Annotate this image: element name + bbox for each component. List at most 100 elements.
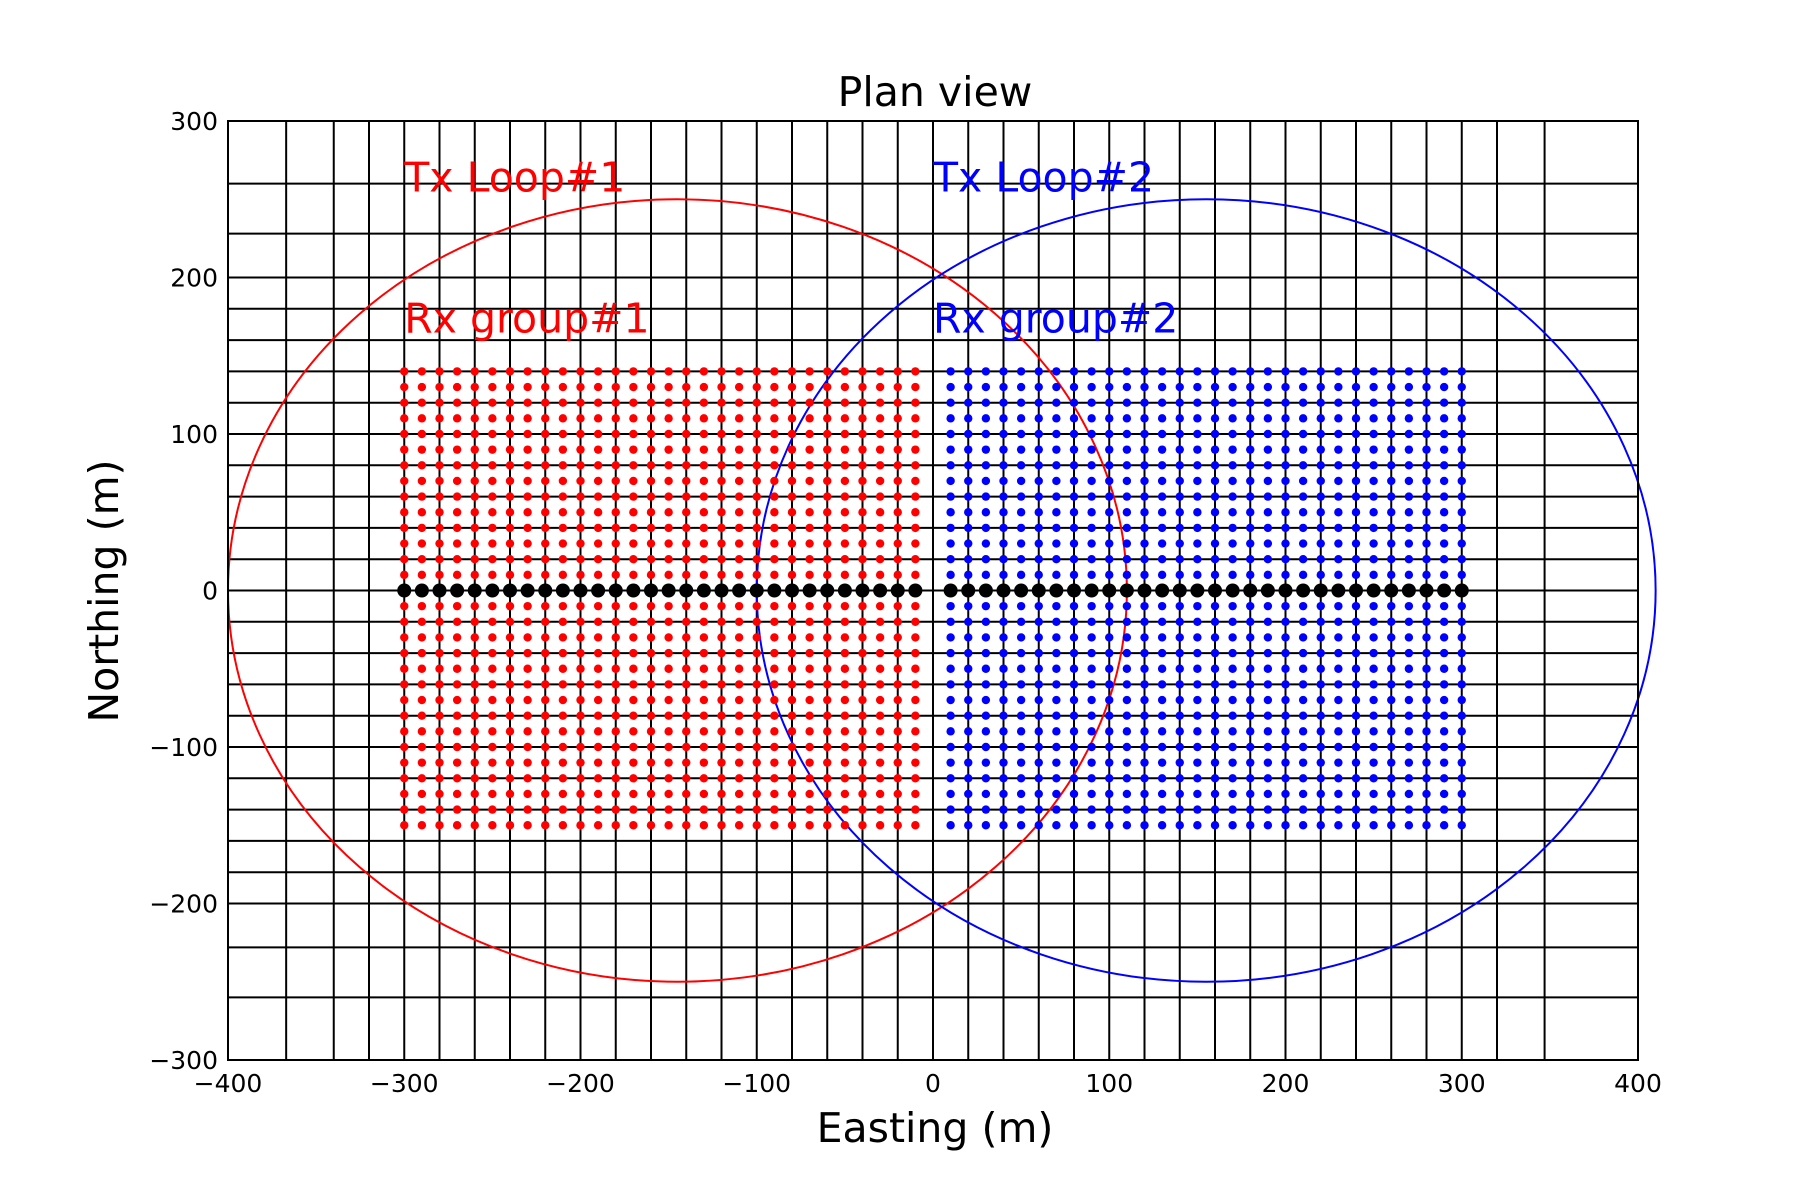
rx-point-group-2 [1439, 680, 1449, 689]
rx-point-group-2 [1316, 570, 1325, 580]
rx-point-group-1 [734, 695, 744, 705]
rx-point-group-1 [646, 601, 656, 611]
rx-point-group-1 [840, 414, 850, 423]
rx-point-group-2 [1422, 367, 1431, 376]
rx-point-group-1 [629, 711, 638, 720]
annotation-rx-group-1: Rx group#1 [404, 294, 649, 342]
rx-point-group-2 [964, 789, 973, 799]
rx-point-group-1 [734, 821, 744, 830]
rx-point-group-1 [452, 805, 462, 814]
rx-point-group-2 [1316, 508, 1325, 517]
rx-point-group-1 [717, 523, 726, 533]
x-tick-label: −200 [546, 1069, 615, 1098]
rx-point-group-1 [629, 367, 638, 376]
rx-point-group-1 [452, 429, 462, 439]
rx-point-group-1 [699, 774, 709, 783]
rx-point-group-2 [1298, 805, 1308, 814]
rx-point-group-2 [1439, 664, 1449, 673]
rx-point-group-1 [787, 695, 797, 705]
rx-point-group-1 [911, 695, 920, 705]
rx-point-group-1 [541, 508, 550, 517]
rx-point-group-2 [1334, 805, 1343, 814]
rx-point-group-2 [1351, 774, 1361, 783]
rx-point-group-1 [770, 508, 779, 517]
rx-point-group-1 [682, 742, 691, 752]
rx-point-group-2 [981, 617, 991, 626]
rx-point-group-1 [734, 774, 744, 783]
rx-point-group-2 [1016, 789, 1026, 799]
rx-point-group-1 [611, 555, 620, 564]
rx-point-group-2 [1157, 367, 1167, 376]
rx-point-group-2 [999, 555, 1008, 564]
profile-point [855, 583, 870, 598]
x-tick-label: −300 [370, 1069, 439, 1098]
rx-point-group-1 [523, 398, 532, 407]
rx-point-group-2 [1016, 445, 1026, 454]
rx-point-group-1 [505, 821, 515, 830]
rx-point-group-1 [452, 633, 462, 642]
rx-point-group-2 [1298, 523, 1308, 533]
rx-point-group-1 [875, 523, 885, 533]
rx-point-group-2 [1052, 758, 1061, 767]
rx-point-group-2 [981, 695, 991, 705]
rx-point-group-2 [1369, 680, 1378, 689]
rx-point-group-1 [858, 711, 867, 720]
rx-point-group-2 [1457, 789, 1466, 799]
rx-point-group-2 [1263, 789, 1273, 799]
rx-point-group-2 [1457, 742, 1466, 752]
rx-point-group-2 [1069, 633, 1079, 642]
rx-point-group-2 [1193, 805, 1202, 814]
rx-point-group-2 [1404, 758, 1414, 767]
rx-point-group-1 [717, 742, 726, 752]
rx-point-group-1 [717, 695, 726, 705]
rx-point-group-2 [1087, 695, 1096, 705]
rx-point-group-1 [470, 601, 479, 611]
rx-point-group-2 [1439, 570, 1449, 580]
rx-point-group-1 [699, 367, 709, 376]
rx-point-group-1 [893, 648, 902, 658]
rx-point-group-2 [1193, 461, 1202, 470]
rx-point-group-2 [1404, 774, 1414, 783]
rx-point-group-2 [1210, 508, 1220, 517]
rx-point-group-1 [664, 821, 673, 830]
rx-point-group-2 [1263, 429, 1273, 439]
profile-point [1067, 583, 1081, 598]
rx-point-group-1 [875, 805, 885, 814]
rx-point-group-2 [1281, 539, 1290, 548]
rx-point-group-1 [629, 555, 638, 564]
rx-point-group-2 [964, 821, 973, 830]
rx-point-group-2 [1105, 805, 1114, 814]
rx-point-group-2 [1457, 508, 1466, 517]
rx-point-group-2 [1175, 555, 1184, 564]
y-axis-title: Northing (m) [80, 459, 128, 722]
rx-point-group-1 [734, 429, 744, 439]
rx-point-group-1 [893, 742, 902, 752]
rx-point-group-2 [1316, 492, 1325, 501]
rx-point-group-1 [629, 601, 638, 611]
rx-point-group-2 [1457, 664, 1466, 673]
rx-point-group-1 [682, 774, 691, 783]
rx-point-group-2 [1404, 711, 1414, 720]
rx-point-group-1 [717, 492, 726, 501]
rx-point-group-1 [452, 821, 462, 830]
rx-point-group-1 [805, 555, 814, 564]
profile-point [1419, 583, 1434, 598]
rx-point-group-1 [664, 555, 673, 564]
rx-point-group-2 [1193, 476, 1202, 486]
rx-point-group-2 [1157, 382, 1167, 392]
rx-point-group-2 [1263, 555, 1273, 564]
rx-point-group-2 [1157, 617, 1167, 626]
rx-point-group-2 [1281, 695, 1290, 705]
rx-point-group-2 [1263, 570, 1273, 580]
rx-point-group-1 [611, 429, 620, 439]
rx-point-group-2 [1369, 414, 1378, 423]
rx-point-group-1 [717, 821, 726, 830]
rx-point-group-1 [875, 633, 885, 642]
rx-point-group-1 [823, 539, 832, 548]
rx-point-group-2 [1404, 445, 1414, 454]
rx-point-group-1 [505, 774, 515, 783]
rx-point-group-1 [840, 633, 850, 642]
rx-point-group-2 [1210, 461, 1220, 470]
rx-point-group-1 [400, 367, 409, 376]
y-tick-label: −100 [149, 733, 218, 762]
